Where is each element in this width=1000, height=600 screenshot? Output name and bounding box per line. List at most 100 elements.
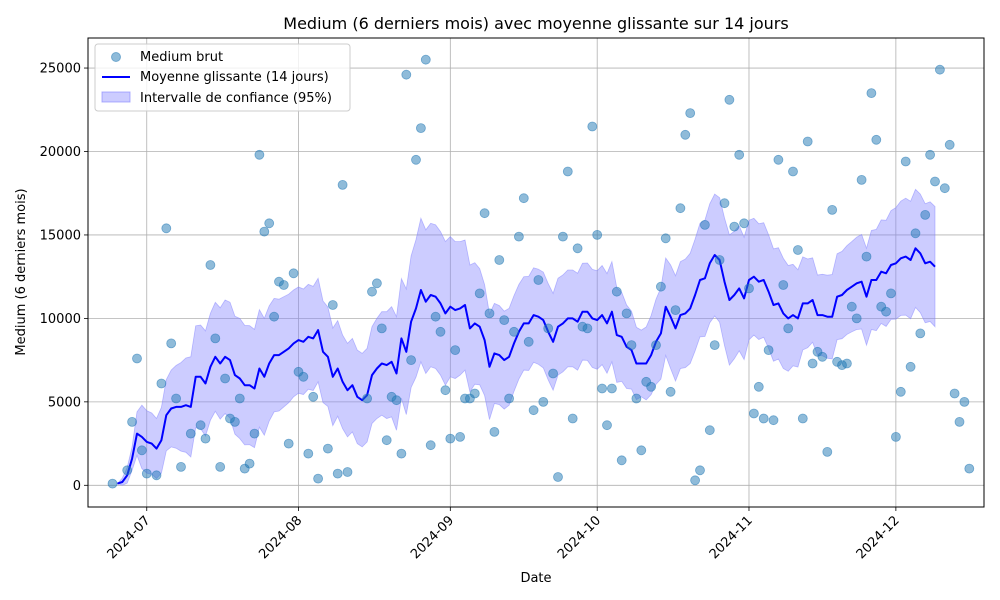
scatter-point — [205, 260, 216, 270]
scatter-point — [964, 463, 975, 474]
scatter-point — [430, 311, 441, 322]
scatter-point — [695, 465, 705, 476]
scatter-point — [479, 208, 490, 219]
scatter-point — [562, 166, 573, 177]
scatter-point — [768, 415, 779, 426]
scatter-point — [215, 461, 226, 472]
scatter-point — [435, 326, 446, 337]
scatter-point — [278, 280, 289, 290]
scatter-point — [420, 54, 431, 65]
y-tick-label: 20000 — [40, 145, 81, 160]
scatter-point — [327, 300, 338, 310]
scatter-point — [509, 326, 519, 337]
scatter-point — [494, 255, 505, 265]
scatter-point — [107, 478, 118, 489]
scatter-point — [827, 204, 838, 215]
chart-title: Medium (6 derniers mois) avec moyenne gl… — [283, 14, 788, 33]
scatter-point — [592, 229, 603, 240]
scatter-point — [342, 467, 353, 477]
scatter-point — [939, 183, 950, 194]
scatter-point — [587, 121, 598, 132]
scatter-point — [132, 353, 142, 364]
scatter-point — [660, 233, 671, 244]
scatter-point — [959, 396, 970, 407]
scatter-point — [136, 445, 147, 456]
y-tick-label: 15000 — [40, 228, 81, 243]
scatter-point — [425, 440, 436, 451]
moving-average-line — [117, 247, 936, 485]
scatter-point — [234, 393, 245, 404]
scatter-point — [474, 288, 485, 299]
scatter-point — [572, 243, 583, 254]
scatter-point — [283, 438, 294, 449]
scatter-point — [127, 416, 138, 427]
scatter-point — [156, 378, 167, 389]
scatter-point — [161, 223, 172, 234]
scatter-point — [440, 385, 451, 396]
scatter-point — [886, 288, 896, 299]
scatter-layer — [107, 54, 975, 489]
scatter-point — [396, 448, 407, 459]
scatter-point — [450, 345, 461, 356]
y-axis-ticks: 0 5000 10000 15000 20000 25000 — [40, 62, 88, 494]
legend-scatter-label: Medium brut — [140, 50, 223, 65]
scatter-point — [401, 69, 412, 80]
scatter-point — [758, 413, 769, 424]
scatter-point — [308, 391, 319, 402]
scatter-point — [484, 308, 495, 319]
scatter-point — [362, 393, 373, 404]
scatter-point — [391, 395, 402, 406]
scatter-point — [455, 431, 466, 442]
scatter-point — [651, 340, 661, 351]
scatter-point — [631, 393, 642, 404]
scatter-point — [714, 255, 725, 265]
plot-frame — [87, 37, 985, 508]
scatter-point — [523, 336, 534, 347]
scatter-point — [685, 108, 696, 118]
scatter-point — [675, 203, 686, 214]
scatter-point — [371, 278, 382, 289]
scatter-point — [861, 251, 872, 262]
scatter-point — [538, 396, 549, 407]
scatter-point — [793, 245, 803, 255]
scatter-point — [783, 323, 794, 334]
scatter-point — [264, 218, 275, 229]
scatter-point — [665, 386, 676, 397]
scatter-point — [739, 218, 749, 229]
scatter-point — [704, 425, 715, 436]
scatter-point — [582, 323, 593, 334]
scatter-point — [822, 446, 833, 457]
scatter-point — [533, 275, 544, 285]
scatter-point — [548, 368, 558, 379]
scatter-point — [915, 328, 926, 339]
scatter-point — [518, 193, 529, 204]
scatter-point — [200, 433, 211, 444]
scatter-point — [700, 219, 710, 230]
scatter-point — [734, 149, 745, 160]
scatter-point — [910, 228, 921, 239]
scatter-point — [753, 381, 764, 392]
scatter-point — [690, 475, 700, 486]
scatter-point — [900, 156, 911, 167]
scatter-point — [141, 468, 152, 479]
scatter-point — [489, 426, 500, 437]
scatter-point — [607, 383, 617, 394]
scatter-point — [925, 149, 935, 160]
scatter-point — [337, 179, 348, 190]
scatter-point — [249, 428, 260, 439]
scatter-point — [763, 345, 774, 356]
scatter-point — [846, 301, 857, 312]
scatter-point — [930, 176, 940, 187]
scatter-point — [288, 268, 299, 279]
scatter-point — [680, 129, 691, 140]
scatter-point — [313, 473, 324, 484]
scatter-point — [567, 413, 578, 424]
legend: Medium brut Moyenne glissante (14 jours)… — [94, 43, 351, 112]
scatter-point — [935, 64, 945, 75]
scatter-point — [269, 311, 280, 322]
scatter-point — [881, 306, 891, 317]
scatter-point — [646, 381, 656, 392]
scatter-point — [415, 123, 426, 134]
scatter-point — [778, 280, 789, 290]
